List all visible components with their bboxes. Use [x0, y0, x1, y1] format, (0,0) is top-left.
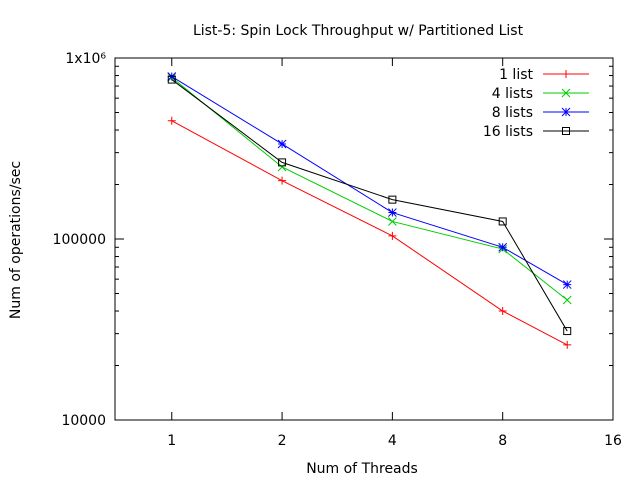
legend-label: 1 list	[499, 67, 533, 83]
star-marker	[388, 208, 397, 217]
series-layer	[167, 72, 572, 349]
x-axis-label: Num of Threads	[306, 461, 418, 477]
x-tick-label: 2	[278, 433, 287, 449]
plus-marker	[388, 231, 397, 240]
square-marker	[563, 327, 572, 336]
y-axis-label: Num of operations/sec	[8, 161, 24, 319]
star-marker	[498, 242, 508, 252]
star-marker	[561, 107, 571, 117]
plus-marker	[167, 116, 176, 125]
star-marker	[277, 139, 287, 149]
square-marker	[278, 158, 287, 167]
legend-label: 16 lists	[483, 124, 533, 140]
x-axis: 1 2 4 8 16	[167, 58, 622, 449]
y-tick-label: 10000	[61, 413, 106, 429]
series-line	[171, 79, 568, 332]
plus-marker	[278, 176, 287, 185]
x-tick-label: 1	[167, 433, 176, 449]
plus-marker	[562, 70, 570, 78]
x-tick-label: 4	[388, 433, 397, 449]
series-16-lists	[167, 75, 572, 336]
cross-marker	[562, 295, 572, 305]
star-marker	[562, 280, 572, 289]
y-axis: 10000 100000 1x10⁶	[53, 51, 613, 429]
x-tick-label: 8	[498, 433, 507, 449]
legend: 1 list 4 lists 8 lists 16 lists	[483, 67, 589, 140]
legend-label: 8 lists	[492, 105, 533, 121]
y-tick-label: 100000	[53, 232, 106, 248]
series-line	[171, 120, 568, 346]
y-tick-label: 1x10⁶	[65, 51, 106, 67]
plus-marker	[498, 307, 507, 316]
cross-marker	[561, 88, 571, 98]
square-marker	[388, 195, 397, 204]
square-marker	[167, 75, 176, 84]
x-tick-label: 16	[604, 433, 622, 449]
legend-label: 4 lists	[492, 86, 533, 102]
plot-frame	[114, 57, 614, 421]
plus-marker	[563, 340, 572, 349]
square-marker	[498, 217, 507, 226]
cross-marker	[277, 162, 287, 172]
series-1-list	[167, 116, 572, 349]
cross-marker	[388, 217, 397, 226]
chart-title: List-5: Spin Lock Throughput w/ Partitio…	[193, 23, 524, 39]
square-marker	[562, 127, 570, 135]
